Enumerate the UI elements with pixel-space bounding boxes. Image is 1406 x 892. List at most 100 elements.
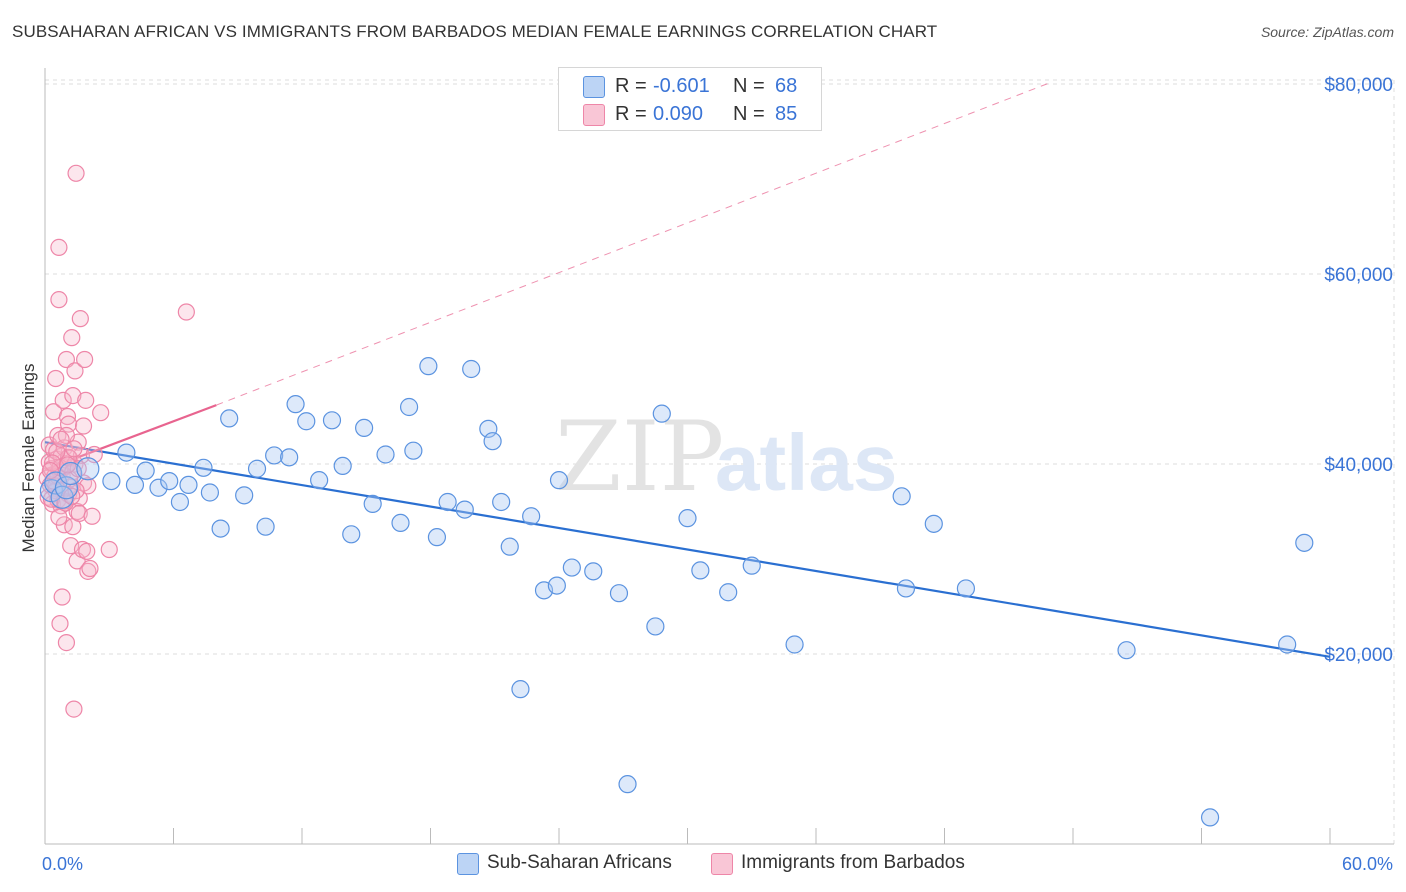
point-subsaharan — [549, 471, 569, 490]
point-subsaharan — [584, 562, 603, 581]
point-subsaharan — [376, 445, 395, 464]
point-subsaharan — [719, 583, 738, 602]
legend-n-label: N = — [733, 75, 765, 97]
point-subsaharan — [211, 519, 230, 538]
point-barbados — [79, 562, 97, 580]
y-axis-label: Median Female Earnings — [19, 364, 38, 553]
chart-title: SUBSAHARAN AFRICAN VS IMMIGRANTS FROM BA… — [12, 22, 938, 41]
point-barbados — [77, 391, 95, 409]
legend-n-label: N = — [733, 103, 765, 125]
point-subsaharan — [280, 448, 299, 467]
legend-r-label: R = — [615, 75, 647, 97]
legend-swatch-blue — [457, 853, 479, 875]
point-barbados — [63, 487, 81, 505]
series-subsaharan-points — [39, 357, 1314, 827]
watermark-zip: ZIP — [555, 401, 724, 513]
legend-swatch-blue — [583, 76, 605, 98]
point-subsaharan — [419, 357, 438, 376]
point-barbados — [74, 417, 93, 435]
legend-n-value: 85 — [775, 103, 798, 125]
point-subsaharan — [125, 475, 145, 494]
point-subsaharan — [297, 412, 316, 431]
point-barbados — [177, 303, 195, 321]
legend-r-value: 0.090 — [653, 103, 704, 125]
legend-label-barbados: Immigrants from Barbados — [741, 852, 965, 873]
point-subsaharan — [492, 492, 511, 512]
y-tick-label: $20,000 — [1324, 645, 1393, 666]
point-barbados — [54, 391, 72, 409]
legend-n-value: 68 — [775, 75, 798, 97]
watermark: ZIP atlas — [555, 401, 897, 513]
point-subsaharan — [256, 517, 275, 536]
point-barbados — [65, 700, 83, 718]
source-label: Source: ZipAtlas.com — [1260, 24, 1394, 40]
point-subsaharan — [646, 617, 665, 636]
point-barbados — [70, 504, 88, 523]
point-barbados — [63, 329, 81, 347]
point-subsaharan — [691, 561, 710, 580]
point-subsaharan — [355, 418, 374, 437]
point-barbados — [78, 542, 96, 561]
legend-swatch-pink — [583, 104, 605, 126]
point-subsaharan — [200, 483, 220, 502]
point-barbados — [67, 164, 85, 182]
point-subsaharan — [924, 514, 943, 533]
point-subsaharan — [618, 775, 637, 794]
point-subsaharan — [391, 513, 410, 533]
point-subsaharan — [562, 558, 581, 577]
correlation-legend: R = -0.601 N = 68 R = 0.090 N = 85 — [558, 67, 822, 131]
trend-line-subsaharan — [44, 441, 1331, 658]
legend-r-value: -0.601 — [653, 75, 710, 97]
point-subsaharan — [220, 409, 239, 428]
y-tick-label: $40,000 — [1324, 455, 1393, 476]
point-subsaharan — [652, 404, 671, 423]
point-subsaharan — [102, 472, 121, 491]
point-subsaharan — [117, 443, 136, 462]
point-barbados — [50, 291, 68, 309]
point-barbados — [76, 350, 94, 369]
point-subsaharan — [1200, 808, 1220, 827]
point-subsaharan — [455, 500, 474, 519]
point-barbados — [51, 614, 69, 633]
point-subsaharan — [149, 478, 168, 497]
point-barbados — [92, 404, 110, 422]
point-subsaharan — [136, 461, 155, 480]
point-subsaharan — [399, 397, 419, 417]
trend-lines — [44, 81, 1331, 658]
point-barbados — [57, 633, 76, 652]
point-subsaharan — [76, 457, 100, 481]
x-tick-label-min: 0.0% — [42, 854, 83, 874]
point-subsaharan — [956, 579, 976, 598]
point-subsaharan — [678, 509, 697, 528]
point-barbados — [81, 559, 99, 578]
point-barbados — [53, 588, 71, 606]
point-subsaharan — [785, 635, 804, 654]
point-barbados — [100, 540, 118, 559]
point-subsaharan — [247, 459, 267, 478]
point-subsaharan — [438, 492, 457, 512]
point-barbados — [41, 462, 59, 480]
point-barbados — [57, 350, 76, 369]
point-subsaharan — [333, 456, 352, 475]
point-barbados — [64, 387, 82, 405]
point-subsaharan — [235, 486, 254, 505]
point-subsaharan — [342, 525, 361, 544]
point-subsaharan — [547, 576, 566, 595]
point-subsaharan — [1117, 641, 1136, 660]
x-tick-label-max: 60.0% — [1342, 854, 1393, 874]
point-subsaharan — [1278, 635, 1297, 654]
legend-swatch-pink — [711, 853, 733, 875]
point-subsaharan — [170, 492, 190, 512]
point-subsaharan — [310, 471, 329, 490]
y-tick-label: $60,000 — [1324, 265, 1393, 286]
point-barbados — [50, 508, 68, 526]
point-subsaharan — [427, 528, 447, 547]
point-subsaharan — [59, 461, 83, 486]
point-subsaharan — [363, 494, 382, 513]
point-barbados — [47, 369, 65, 388]
point-barbados — [58, 456, 77, 474]
point-subsaharan — [896, 579, 916, 598]
point-barbados — [83, 507, 101, 525]
point-subsaharan — [742, 556, 761, 575]
